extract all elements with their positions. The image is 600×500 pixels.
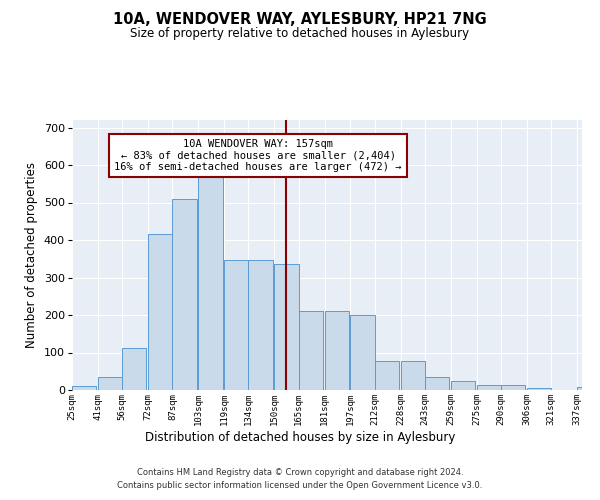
Bar <box>172 198 197 390</box>
Bar <box>451 380 475 390</box>
Bar <box>248 260 273 390</box>
Text: 10A, WENDOVER WAY, AYLESBURY, HP21 7NG: 10A, WENDOVER WAY, AYLESBURY, HP21 7NG <box>113 12 487 28</box>
Bar <box>425 377 449 390</box>
Bar <box>148 234 172 390</box>
Bar <box>299 311 323 390</box>
Text: Size of property relative to detached houses in Aylesbury: Size of property relative to detached ho… <box>130 28 470 40</box>
Bar <box>325 311 349 390</box>
Bar <box>477 385 501 390</box>
Bar <box>98 377 122 390</box>
Bar <box>198 174 223 390</box>
Bar <box>72 386 96 390</box>
Bar <box>274 264 299 390</box>
Text: Contains public sector information licensed under the Open Government Licence v3: Contains public sector information licen… <box>118 480 482 490</box>
Bar <box>401 361 425 390</box>
Bar <box>527 388 551 390</box>
Bar <box>501 385 526 390</box>
Bar <box>122 348 146 390</box>
Bar <box>350 315 375 390</box>
Text: 10A WENDOVER WAY: 157sqm
← 83% of detached houses are smaller (2,404)
16% of sem: 10A WENDOVER WAY: 157sqm ← 83% of detach… <box>115 138 402 172</box>
Bar <box>375 361 399 390</box>
Text: Distribution of detached houses by size in Aylesbury: Distribution of detached houses by size … <box>145 431 455 444</box>
Y-axis label: Number of detached properties: Number of detached properties <box>25 162 38 348</box>
Bar <box>577 387 600 390</box>
Bar <box>224 260 248 390</box>
Text: Contains HM Land Registry data © Crown copyright and database right 2024.: Contains HM Land Registry data © Crown c… <box>137 468 463 477</box>
